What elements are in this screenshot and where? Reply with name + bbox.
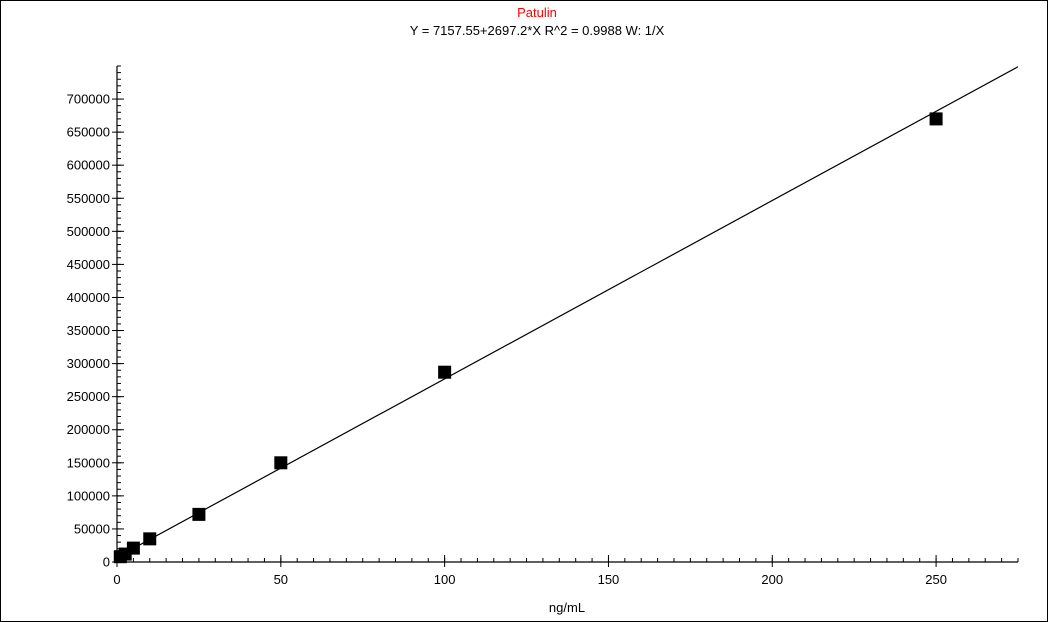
fit-line [117, 66, 1018, 558]
chart-title: Patulin [517, 5, 557, 20]
x-tick-label: 150 [598, 572, 620, 587]
x-tick-label: 100 [434, 572, 456, 587]
y-tick-label: 500000 [67, 224, 110, 239]
data-points [113, 112, 943, 564]
data-point [126, 541, 140, 555]
x-tick-label: 50 [274, 572, 288, 587]
y-tick-label: 50000 [74, 521, 110, 536]
tick-labels: 0 50000 100000 150000 200000 250000 300000 3500… [67, 92, 947, 587]
y-tick-label: 700000 [67, 92, 110, 107]
y-tick-label: 600000 [67, 158, 110, 173]
y-tick-label: 150000 [67, 455, 110, 470]
x-axis-label: ng/mL [549, 600, 585, 615]
y-tick-label: 350000 [67, 323, 110, 338]
y-tick-label: 450000 [67, 257, 110, 272]
y-tick-label: 100000 [67, 488, 110, 503]
data-point [274, 456, 288, 470]
chart-subtitle: Y = 7157.55+2697.2*X R^2 = 0.9988 W: 1/X [410, 23, 665, 38]
y-tick-label: 300000 [67, 356, 110, 371]
y-tick-label: 250000 [67, 389, 110, 404]
x-tick-label: 200 [761, 572, 783, 587]
x-tick-label: 250 [925, 572, 947, 587]
y-tick-label: 200000 [67, 422, 110, 437]
axis-ticks [112, 65, 1019, 567]
y-tick-label: 650000 [67, 125, 110, 140]
y-tick-label: 400000 [67, 290, 110, 305]
x-tick-label: 0 [113, 572, 120, 587]
y-tick-label: 550000 [67, 191, 110, 206]
y-tick-label: 0 [103, 555, 110, 570]
data-point [929, 112, 943, 126]
data-point [143, 532, 157, 546]
data-point [438, 365, 452, 379]
fit-line-group [117, 66, 1018, 558]
axes [116, 66, 1018, 563]
data-point [192, 507, 206, 521]
